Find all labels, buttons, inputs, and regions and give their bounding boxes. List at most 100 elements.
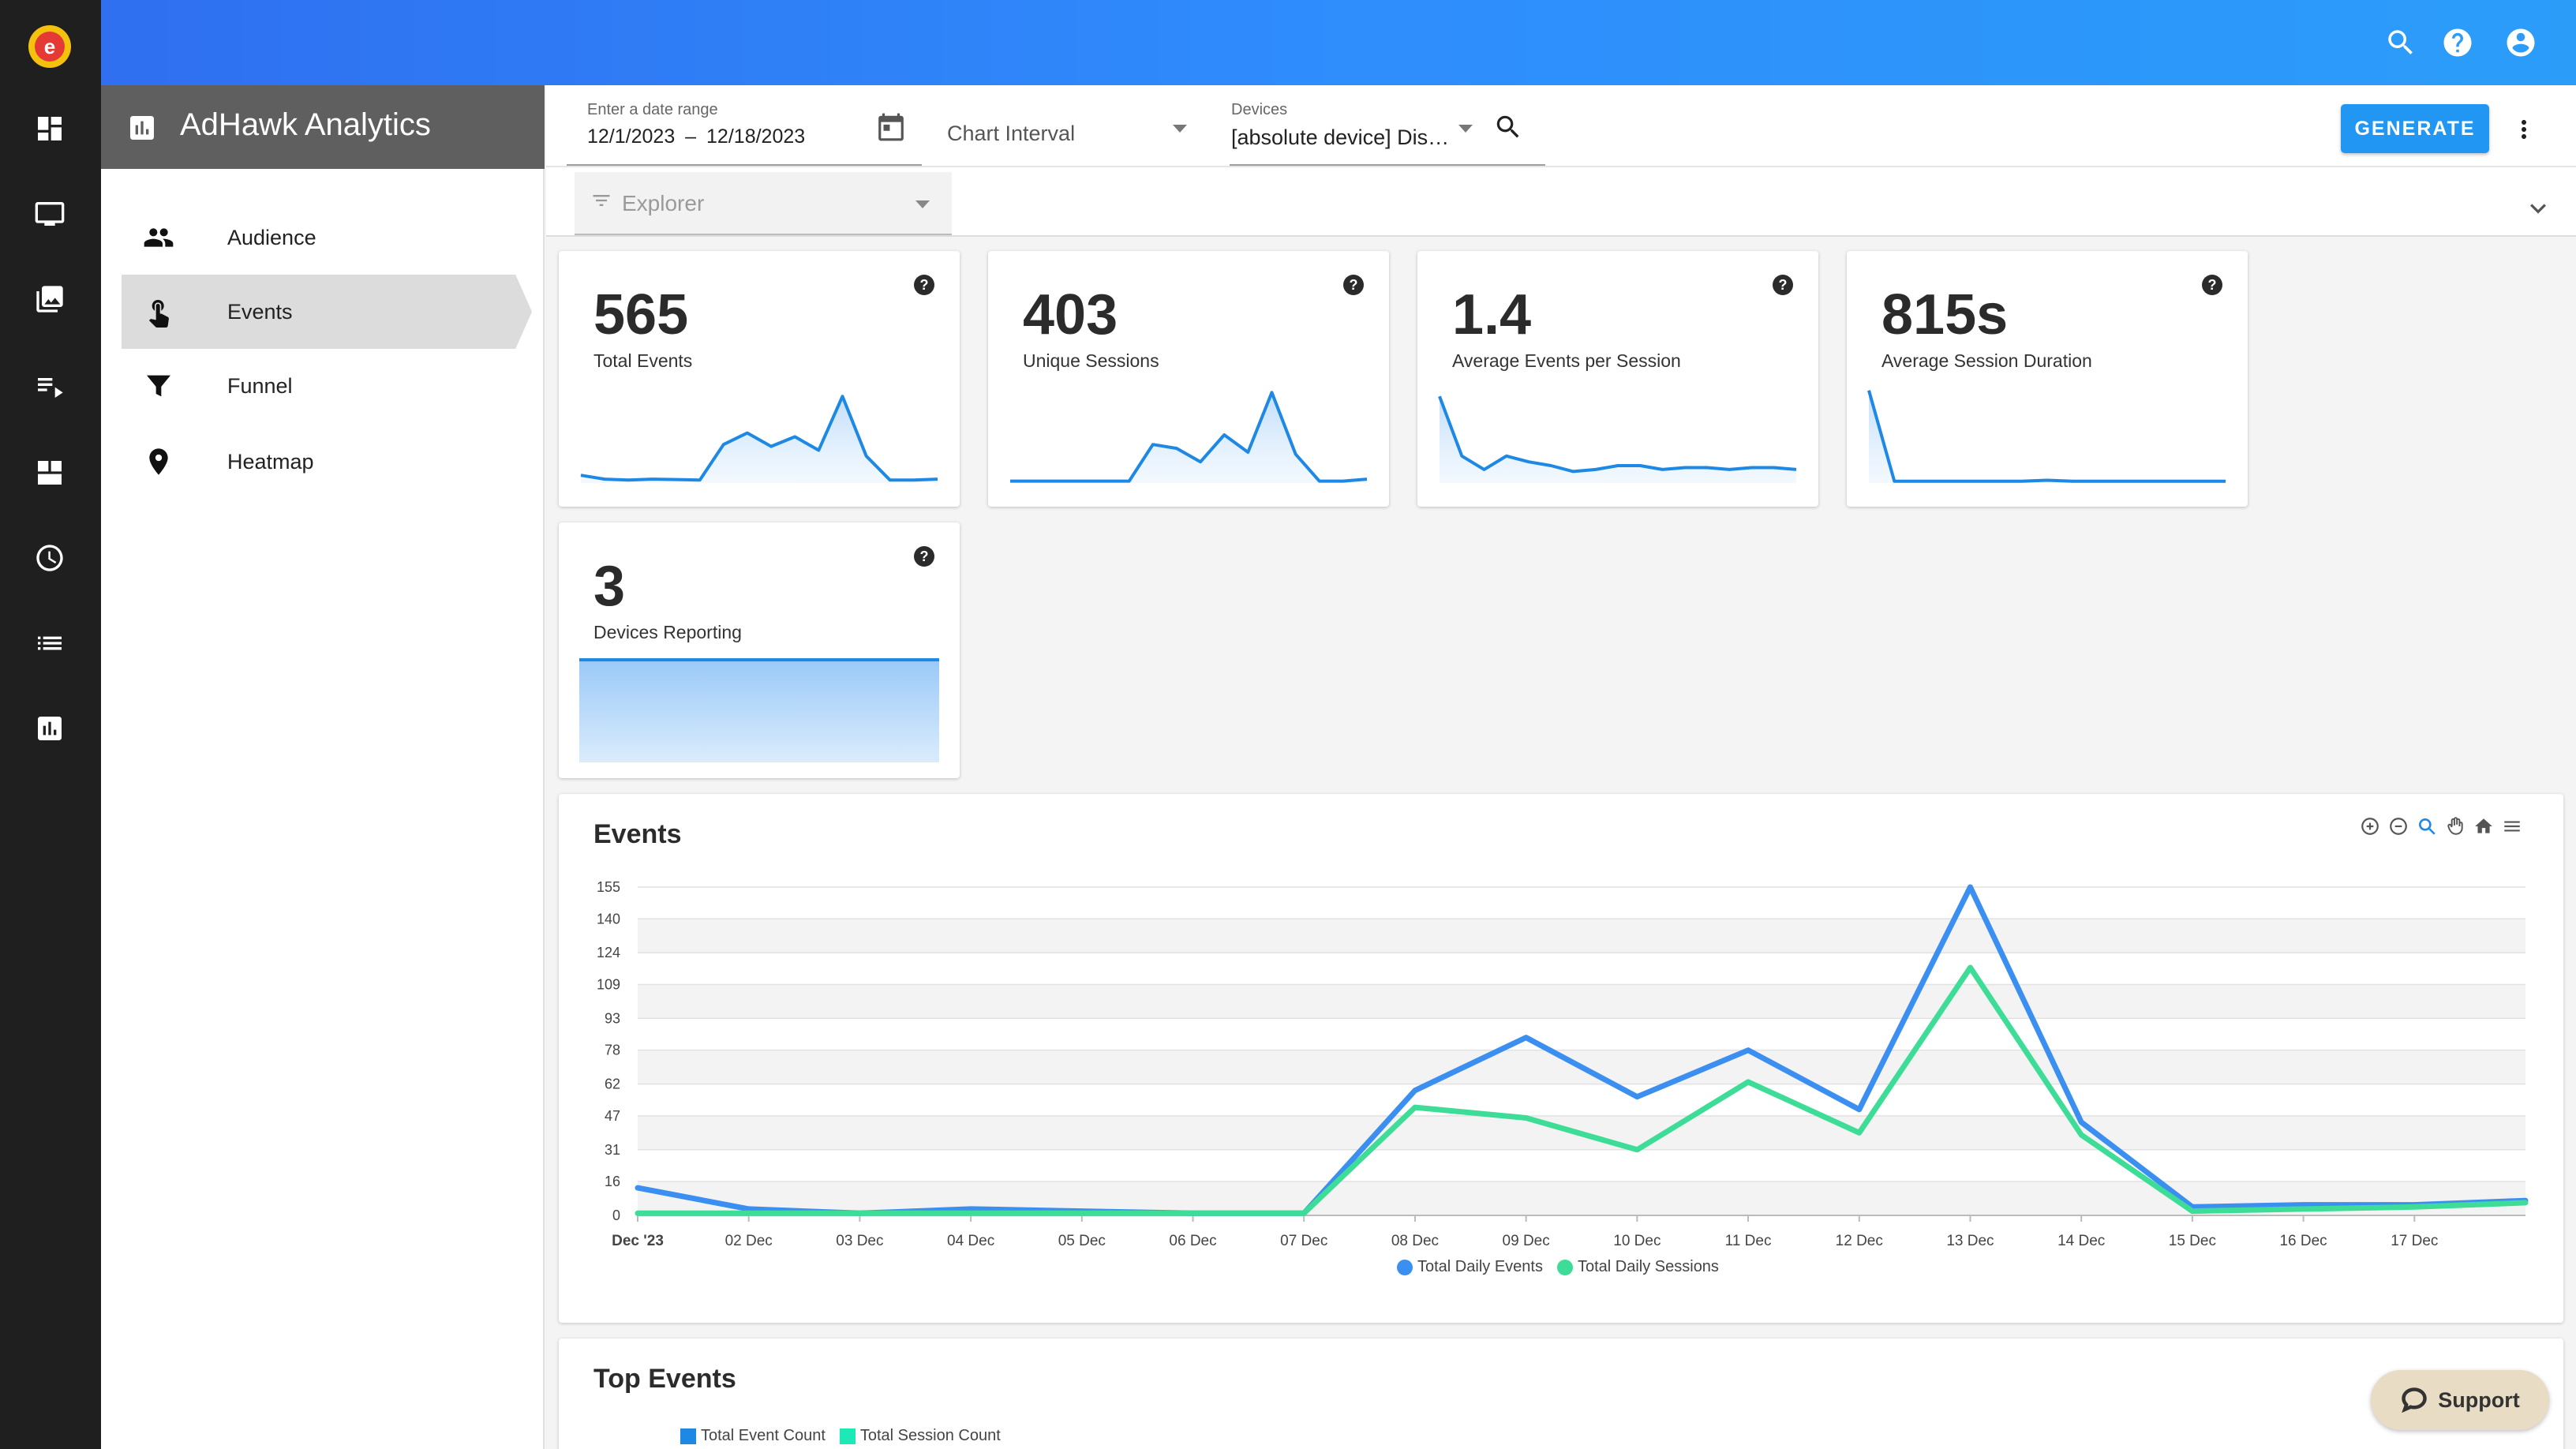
help-icon[interactable]: ? <box>1343 275 1364 295</box>
more-options-icon[interactable] <box>2510 112 2538 147</box>
analytics-icon[interactable] <box>32 710 68 747</box>
sparkline-unique-sessions <box>1010 391 1368 483</box>
help-icon[interactable]: ? <box>914 546 934 567</box>
sparkline-avg-events-per-session <box>1438 395 1797 483</box>
date-range-end[interactable]: 12/18/2023 <box>706 125 806 148</box>
devices-search-icon[interactable] <box>1493 112 1523 142</box>
series-line-1 <box>635 964 2529 1216</box>
touch-icon <box>140 294 177 330</box>
sidebar-item-events[interactable]: Events <box>122 275 532 349</box>
stat-value: 403 <box>1023 283 1118 346</box>
sidebar-item-audience[interactable]: Audience <box>122 200 532 275</box>
reset-home-icon[interactable] <box>2472 814 2496 838</box>
chart-interval-placeholder: Chart Interval <box>947 122 1076 145</box>
legend-item-session-count[interactable]: Total Session Count <box>839 1427 1001 1445</box>
events-line-chart: 0 16 31 47 62 78 93 109 124 140 155 Dec '23 02 Dec 03… <box>597 879 2529 1249</box>
devices-select[interactable]: Devices [absolute device] Dis… <box>1231 101 1460 150</box>
data-point <box>1746 1079 1751 1084</box>
x-tick-label: 02 Dec <box>725 1233 773 1249</box>
x-tick-label: 13 Dec <box>1946 1233 1994 1249</box>
x-tick-label: 09 Dec <box>1503 1233 1550 1249</box>
date-range-separator: – <box>685 125 697 148</box>
chat-bubble-icon <box>2402 1387 2428 1413</box>
support-button[interactable]: Support <box>2371 1370 2549 1430</box>
legend-item-event-count[interactable]: Total Event Count <box>680 1427 826 1445</box>
sidebar-item-heatmap[interactable]: Heatmap <box>122 425 532 499</box>
chevron-down-icon[interactable] <box>2522 193 2554 224</box>
legend-swatch <box>680 1428 696 1444</box>
sidebar-item-label: Events <box>227 299 293 324</box>
stat-card-avg-session-duration: 815s Average Session Duration ? <box>1847 251 2248 507</box>
chart-interval-select[interactable]: Chart Interval <box>947 115 1168 146</box>
legend-item-events[interactable]: Total Daily Events <box>1397 1258 1543 1276</box>
stat-label: Devices Reporting <box>593 622 742 642</box>
funnel-icon <box>140 368 177 404</box>
stat-label: Average Events per Session <box>1452 350 1681 371</box>
explorer-select[interactable]: Explorer <box>575 172 952 235</box>
media-library-icon[interactable] <box>32 281 68 317</box>
date-range-start[interactable]: 12/1/2023 <box>587 125 676 148</box>
sidebar-item-funnel[interactable]: Funnel <box>122 349 532 423</box>
legend-swatch <box>839 1428 856 1444</box>
date-range-label: Enter a date range <box>587 101 718 118</box>
y-tick-label: 140 <box>597 911 620 927</box>
layout-icon[interactable] <box>32 455 68 491</box>
sidebar-header: AdHawk Analytics <box>101 85 545 169</box>
stat-label: Unique Sessions <box>1023 350 1159 371</box>
legend-label: Total Daily Events <box>1417 1258 1543 1275</box>
playlist-icon[interactable] <box>32 368 68 404</box>
help-icon[interactable]: ? <box>914 275 934 295</box>
pan-hand-icon[interactable] <box>2443 814 2467 838</box>
sparkline-area <box>579 660 939 762</box>
y-tick-label: 109 <box>597 976 620 992</box>
data-point <box>2079 1119 2084 1125</box>
schedule-clock-icon[interactable] <box>32 540 68 576</box>
app-rail: e <box>0 0 101 1449</box>
stat-card-avg-events-per-session: 1.4 Average Events per Session ? <box>1417 251 1818 507</box>
date-range-field[interactable]: Enter a date range 12/1/2023 – 12/18/202… <box>587 101 848 148</box>
devices-dropdown-icon[interactable] <box>1458 125 1473 133</box>
report-toolbar: Enter a date range 12/1/2023 – 12/18/202… <box>546 85 2576 167</box>
location-pin-icon <box>140 444 177 480</box>
help-icon[interactable]: ? <box>1773 275 1793 295</box>
sparkline-line <box>1867 390 2226 483</box>
dashboard-icon[interactable] <box>32 110 68 147</box>
stat-label: Average Session Duration <box>1881 350 2092 371</box>
data-point <box>1856 1106 1862 1112</box>
y-tick-label: 62 <box>605 1076 620 1092</box>
data-point <box>635 1211 640 1216</box>
data-point <box>2079 1133 2084 1138</box>
stat-value: 3 <box>593 555 626 618</box>
y-tick-label: 124 <box>597 945 620 960</box>
x-tick-label: 10 Dec <box>1613 1233 1661 1249</box>
help-icon[interactable] <box>2439 24 2477 62</box>
app-logo[interactable]: e <box>28 25 71 68</box>
x-tick-label: Dec '23 <box>612 1233 664 1249</box>
menu-icon[interactable] <box>2500 814 2524 838</box>
legend-item-sessions[interactable]: Total Daily Sessions <box>1556 1258 1719 1276</box>
sparkline-area <box>1010 392 1367 483</box>
series-line-0 <box>635 884 2529 1216</box>
help-icon[interactable]: ? <box>2202 275 2222 295</box>
zoom-select-icon[interactable] <box>2415 814 2439 838</box>
grid-band <box>638 919 2525 953</box>
search-icon[interactable] <box>2382 24 2420 62</box>
data-point <box>1746 1047 1751 1053</box>
events-chart-panel: Events 0 16 31 47 62 78 93 109 124 140 155 Dec '23 0… <box>559 794 2563 1323</box>
monitor-icon[interactable] <box>32 196 68 232</box>
sparkline-line <box>580 395 938 482</box>
sidebar-item-label: Funnel <box>227 373 293 398</box>
stat-value: 565 <box>593 283 689 346</box>
data-point <box>746 1211 751 1216</box>
sparkline-line <box>1010 391 1368 483</box>
calendar-icon[interactable] <box>876 112 906 142</box>
generate-button[interactable]: GENERATE <box>2341 104 2489 153</box>
list-icon[interactable] <box>32 625 68 661</box>
chart-interval-dropdown-icon[interactable] <box>1173 125 1187 133</box>
data-point <box>1523 1035 1529 1040</box>
account-icon[interactable] <box>2502 24 2540 62</box>
zoom-out-icon[interactable] <box>2387 814 2410 838</box>
zoom-in-icon[interactable] <box>2358 814 2382 838</box>
x-tick-label: 16 Dec <box>2279 1233 2327 1249</box>
y-tick-label: 78 <box>605 1043 620 1058</box>
